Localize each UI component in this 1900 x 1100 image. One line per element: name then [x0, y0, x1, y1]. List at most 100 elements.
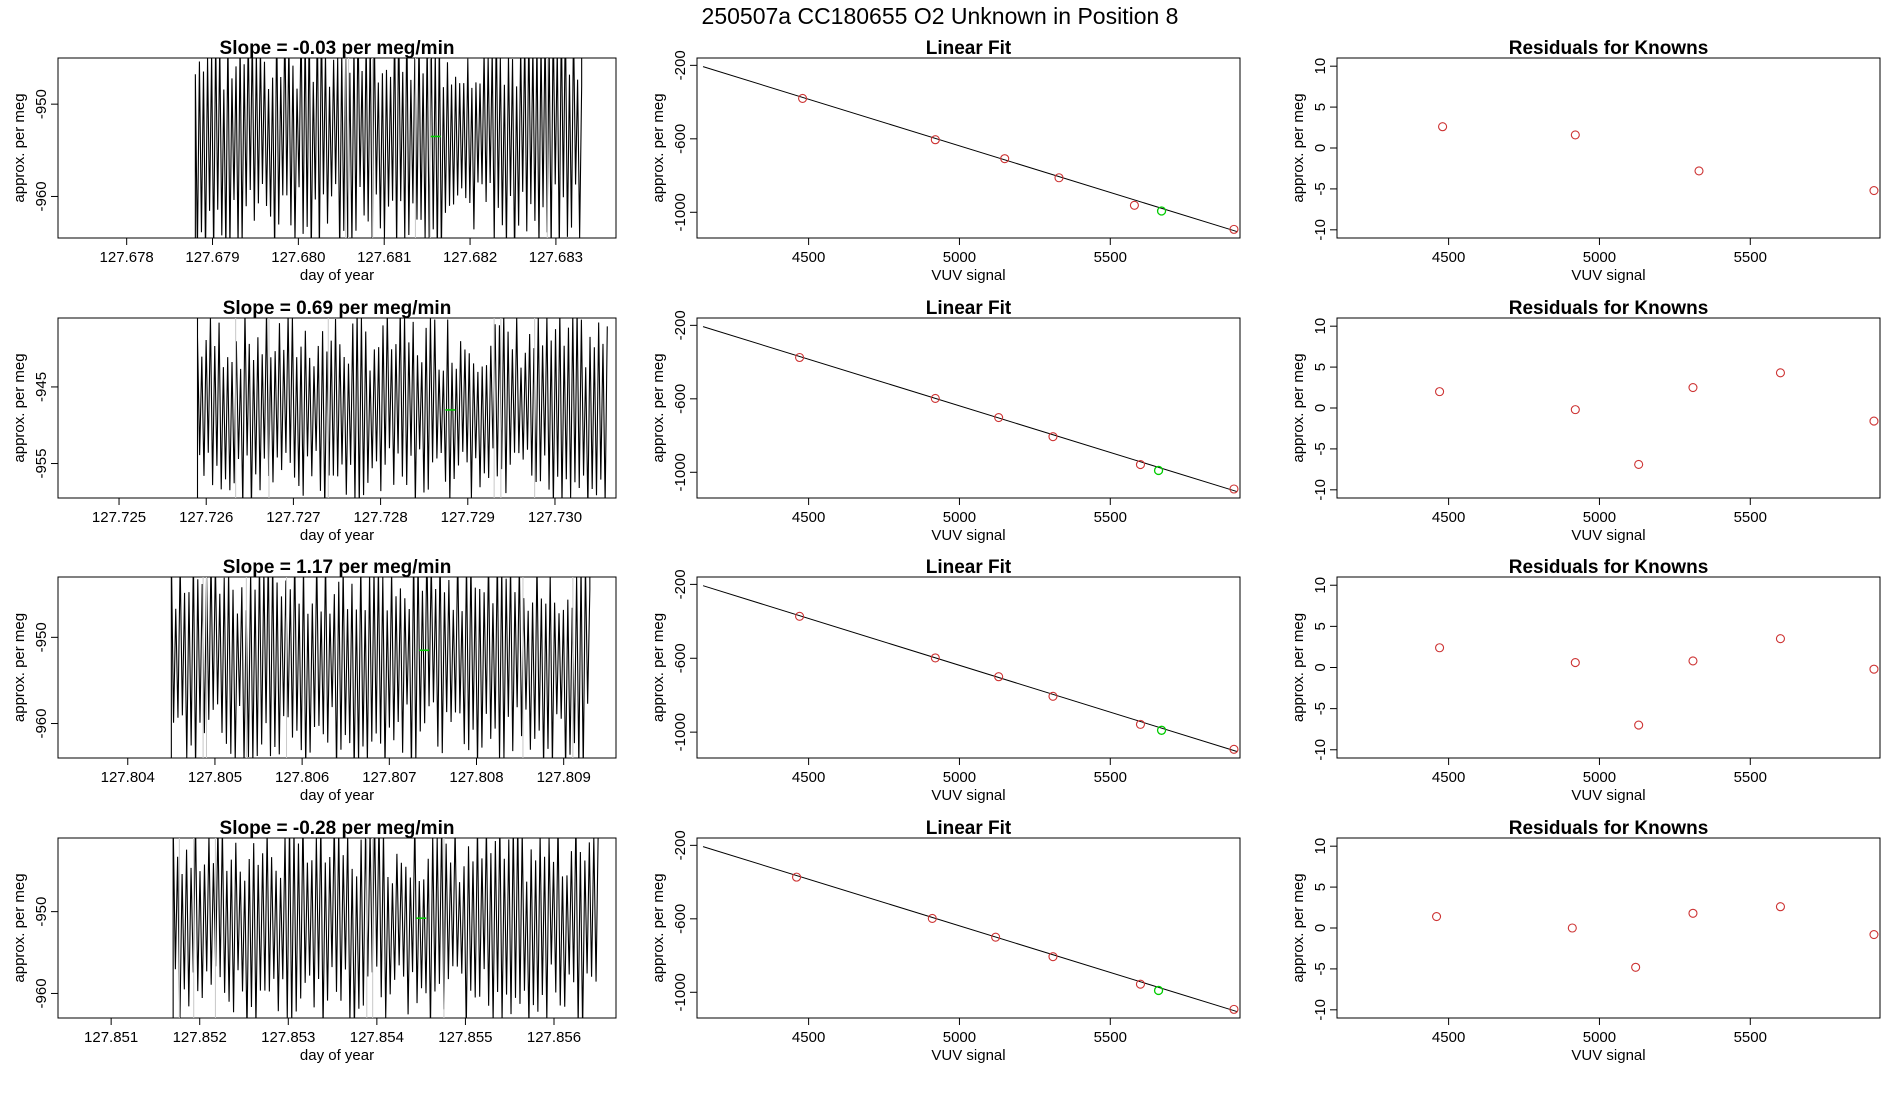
x-tick-label: 127.809 — [537, 769, 591, 786]
known-point — [1048, 691, 1058, 701]
y-tick-label: 0 — [1312, 144, 1329, 152]
y-tick-label: -960 — [33, 181, 50, 211]
known-point — [994, 672, 1004, 682]
plot-frame — [1336, 57, 1881, 239]
panel-title: Slope = 1.17 per meg/min — [223, 557, 452, 578]
x-tick-label: 5000 — [943, 1029, 976, 1046]
y-axis-label: approx. per meg — [11, 873, 28, 982]
x-tick-label: 127.725 — [92, 509, 146, 526]
panel-title: Linear Fit — [926, 818, 1012, 839]
plot-area — [702, 326, 1239, 494]
y-tick-label: 10 — [1312, 318, 1329, 335]
x-tick-label: 127.852 — [173, 1029, 227, 1046]
unknown-point — [1153, 985, 1164, 996]
y-tick-label: -950 — [33, 89, 50, 119]
known-point — [1048, 432, 1058, 442]
fit-line — [702, 846, 1238, 1013]
y-axis-label: approx. per meg — [650, 613, 667, 722]
x-tick-label: 4500 — [1432, 509, 1465, 526]
x-tick-label: 4500 — [1432, 769, 1465, 786]
plot-area — [58, 577, 591, 758]
y-tick-label: -5 — [1312, 182, 1329, 195]
known-point — [1869, 416, 1879, 426]
y-tick-label: -200 — [672, 310, 689, 340]
known-point — [795, 352, 805, 363]
plot-frame — [1336, 576, 1881, 759]
y-tick-label: -960 — [33, 978, 50, 1008]
known-point — [791, 872, 802, 882]
x-tick-label: 127.853 — [261, 1029, 315, 1046]
unknown-point — [1156, 206, 1167, 216]
x-tick-label: 4500 — [1432, 249, 1465, 266]
chart-panel-1: Slope = -0.03 per meg/min 127.678 127.679 1… — [11, 38, 617, 284]
known-point — [1775, 902, 1785, 912]
plot-area — [1435, 368, 1879, 470]
x-axis-label: VUV signal — [1571, 267, 1645, 284]
plot-frame — [696, 837, 1241, 1019]
panel-title: Residuals for Knowns — [1509, 298, 1709, 319]
main-title: 250507a CC180655 O2 Unknown in Position … — [702, 3, 1179, 29]
x-tick-label: 127.726 — [179, 509, 233, 526]
y-tick-label: -950 — [33, 622, 50, 652]
known-point — [1570, 405, 1580, 415]
x-tick-label: 127.855 — [438, 1029, 492, 1046]
chart-panel-7: Slope = 1.17 per meg/min 127.804 127.805 12… — [11, 557, 617, 804]
panel-title: Residuals for Knowns — [1509, 557, 1709, 578]
known-point — [1570, 130, 1580, 140]
x-tick-label: 4500 — [792, 509, 825, 526]
y-tick-label: 5 — [1312, 622, 1329, 630]
known-point — [1432, 911, 1442, 922]
y-tick-label: -600 — [672, 904, 689, 934]
known-point — [1438, 122, 1448, 132]
x-tick-label: 127.729 — [441, 509, 495, 526]
known-point — [1135, 719, 1145, 729]
x-tick-label: 127.804 — [101, 769, 155, 786]
x-tick-label: 5500 — [1734, 509, 1767, 526]
signal-trace — [172, 838, 599, 1018]
y-tick-label: -1000 — [672, 193, 689, 231]
x-axis-label: day of year — [300, 787, 374, 804]
x-tick-label: 4500 — [792, 249, 825, 266]
y-axis-label: approx. per meg — [1290, 353, 1307, 462]
plot-frame — [57, 837, 617, 1019]
unknown-point — [1153, 465, 1164, 476]
chart-panel-11: Linear Fit 4500 5000 5500 -200 -600 -1000 VUV s… — [650, 818, 1241, 1064]
known-point — [1229, 744, 1239, 754]
chart-panel-9: Residuals for Knowns 4500 5000 5500 10 5 0 -5 -1… — [1290, 557, 1881, 804]
y-axis-label: approx. per meg — [11, 353, 28, 462]
x-tick-label: 5500 — [1094, 1029, 1127, 1046]
x-tick-label: 127.730 — [528, 509, 582, 526]
y-tick-label: 5 — [1312, 103, 1329, 111]
known-point — [1048, 952, 1058, 962]
x-axis-label: day of year — [300, 527, 374, 544]
x-tick-label: 127.808 — [449, 769, 503, 786]
x-tick-label: 5500 — [1094, 509, 1127, 526]
x-tick-label: 127.806 — [275, 769, 329, 786]
y-axis-label: approx. per meg — [1290, 613, 1307, 722]
y-axis-label: approx. per meg — [1290, 93, 1307, 202]
x-tick-label: 127.807 — [362, 769, 416, 786]
plot-frame — [57, 317, 617, 499]
known-point — [1775, 368, 1785, 378]
x-tick-label: 127.728 — [353, 509, 407, 526]
chart-panel-8: Linear Fit 4500 5000 5500 -200 -600 -1000 VUV s… — [650, 557, 1241, 804]
known-point — [1229, 224, 1239, 234]
x-tick-label: 127.678 — [100, 249, 154, 266]
x-tick-label: 5500 — [1734, 1029, 1767, 1046]
known-point — [927, 913, 937, 923]
x-tick-label: 5500 — [1734, 249, 1767, 266]
x-tick-label: 127.854 — [350, 1029, 404, 1046]
known-point — [1775, 634, 1785, 644]
known-point — [930, 135, 940, 145]
x-axis-label: VUV signal — [931, 267, 1005, 284]
panel-grid: Slope = -0.03 per meg/min 127.678 127.679 1… — [11, 38, 1881, 1064]
plot-area — [702, 846, 1239, 1014]
x-tick-label: 127.680 — [271, 249, 325, 266]
fit-line — [702, 585, 1238, 753]
known-point — [798, 93, 808, 103]
plot-area — [1432, 902, 1879, 972]
x-tick-label: 5000 — [943, 249, 976, 266]
known-point — [930, 393, 940, 403]
known-point — [1435, 643, 1445, 653]
